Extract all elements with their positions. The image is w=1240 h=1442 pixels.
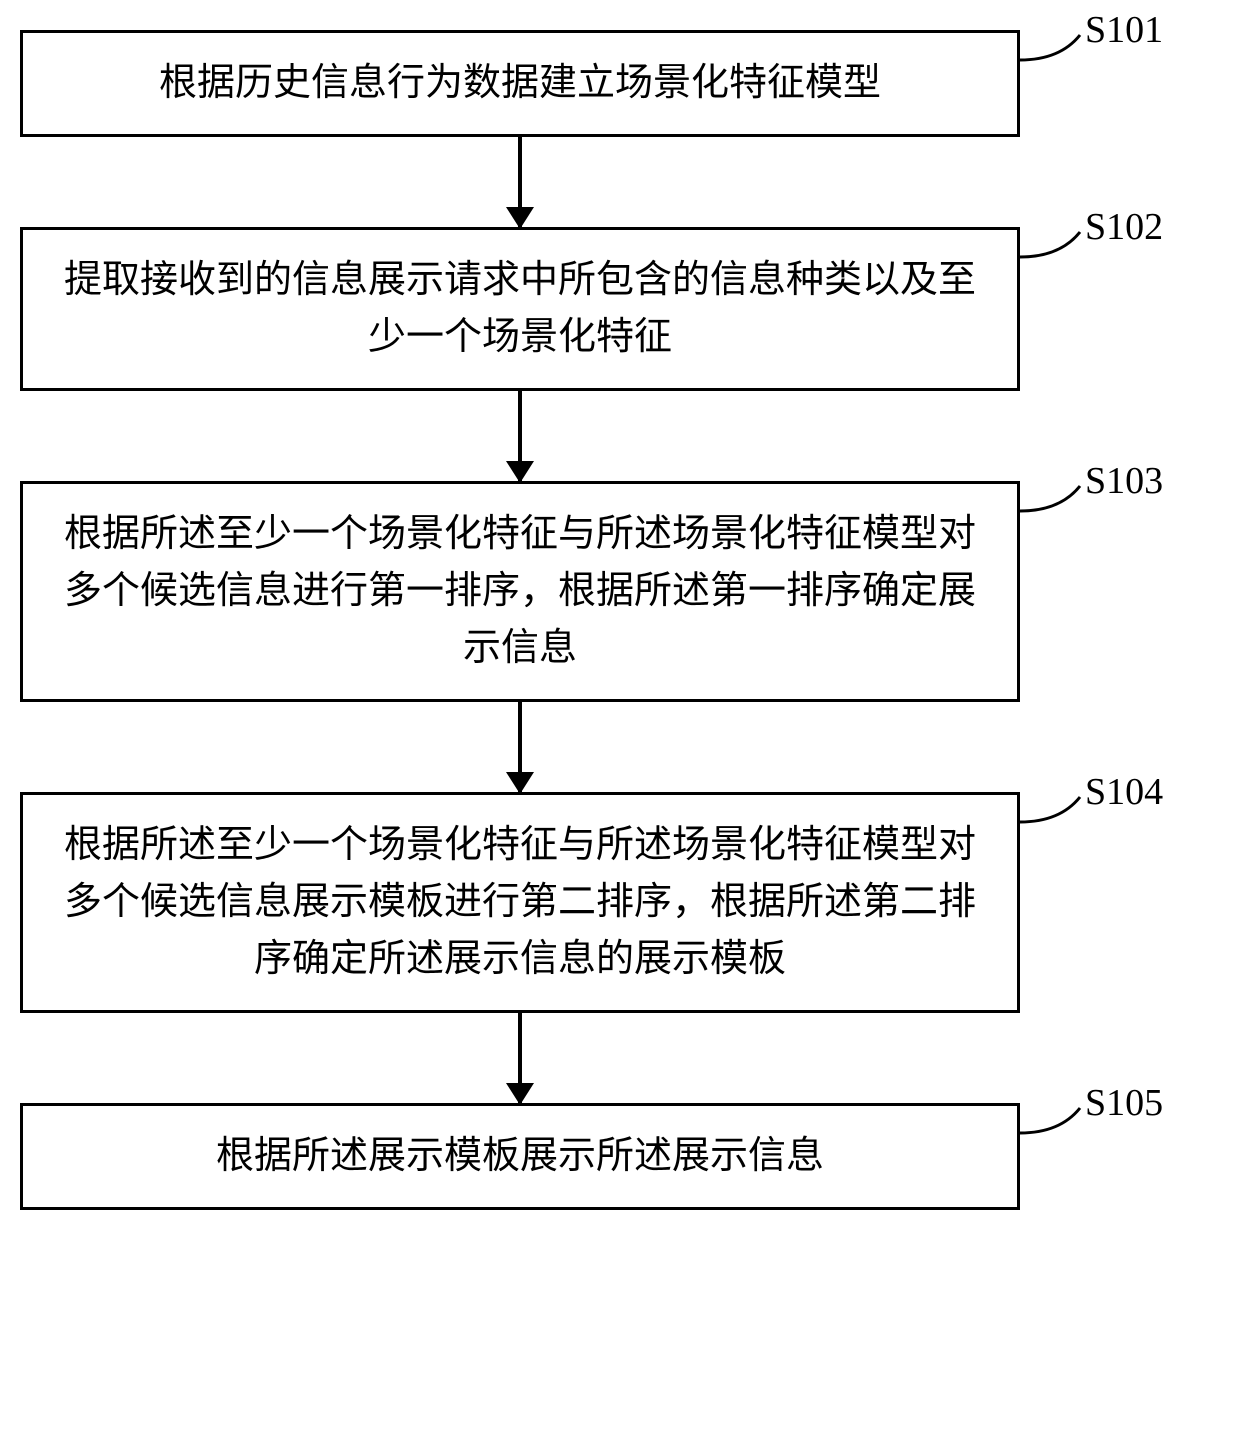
step-wrap-3: 根据所述至少一个场景化特征与所述场景化特征模型对多个候选信息进行第一排序，根据所… bbox=[20, 481, 1220, 702]
flowchart-step-box: 提取接收到的信息展示请求中所包含的信息种类以及至少一个场景化特征 bbox=[20, 227, 1020, 391]
step-label: S101 bbox=[1085, 8, 1163, 52]
flowchart-container: 根据历史信息行为数据建立场景化特征模型 S101 提取接收到的信息展示请求中所包… bbox=[20, 30, 1220, 1210]
arrow-connector bbox=[20, 391, 1220, 481]
step-text: 根据所述至少一个场景化特征与所述场景化特征模型对多个候选信息展示模板进行第二排序… bbox=[53, 817, 987, 988]
step-label: S104 bbox=[1085, 770, 1163, 814]
flowchart-step-box: 根据所述至少一个场景化特征与所述场景化特征模型对多个候选信息展示模板进行第二排序… bbox=[20, 792, 1020, 1013]
label-area: S104 bbox=[1020, 792, 1220, 1013]
step-label: S103 bbox=[1085, 459, 1163, 503]
label-area: S101 bbox=[1020, 30, 1220, 137]
label-area: S105 bbox=[1020, 1103, 1220, 1210]
arrow-line bbox=[518, 1013, 522, 1103]
step-text: 提取接收到的信息展示请求中所包含的信息种类以及至少一个场景化特征 bbox=[53, 252, 987, 366]
arrow-connector bbox=[20, 137, 1220, 227]
arrow-connector bbox=[20, 702, 1220, 792]
arrow-connector bbox=[20, 1013, 1220, 1103]
step-label: S102 bbox=[1085, 205, 1163, 249]
step-text: 根据所述展示模板展示所述展示信息 bbox=[216, 1128, 824, 1185]
arrow-line bbox=[518, 137, 522, 227]
step-label: S105 bbox=[1085, 1081, 1163, 1125]
label-area: S102 bbox=[1020, 227, 1220, 391]
step-wrap-4: 根据所述至少一个场景化特征与所述场景化特征模型对多个候选信息展示模板进行第二排序… bbox=[20, 792, 1220, 1013]
flowchart-step-box: 根据所述至少一个场景化特征与所述场景化特征模型对多个候选信息进行第一排序，根据所… bbox=[20, 481, 1020, 702]
arrow-line bbox=[518, 702, 522, 792]
step-wrap-5: 根据所述展示模板展示所述展示信息 S105 bbox=[20, 1103, 1220, 1210]
step-text: 根据历史信息行为数据建立场景化特征模型 bbox=[159, 55, 881, 112]
step-text: 根据所述至少一个场景化特征与所述场景化特征模型对多个候选信息进行第一排序，根据所… bbox=[53, 506, 987, 677]
step-wrap-1: 根据历史信息行为数据建立场景化特征模型 S101 bbox=[20, 30, 1220, 137]
arrow-line bbox=[518, 391, 522, 481]
flowchart-step-box: 根据所述展示模板展示所述展示信息 bbox=[20, 1103, 1020, 1210]
label-area: S103 bbox=[1020, 481, 1220, 702]
flowchart-step-box: 根据历史信息行为数据建立场景化特征模型 bbox=[20, 30, 1020, 137]
step-wrap-2: 提取接收到的信息展示请求中所包含的信息种类以及至少一个场景化特征 S102 bbox=[20, 227, 1220, 391]
